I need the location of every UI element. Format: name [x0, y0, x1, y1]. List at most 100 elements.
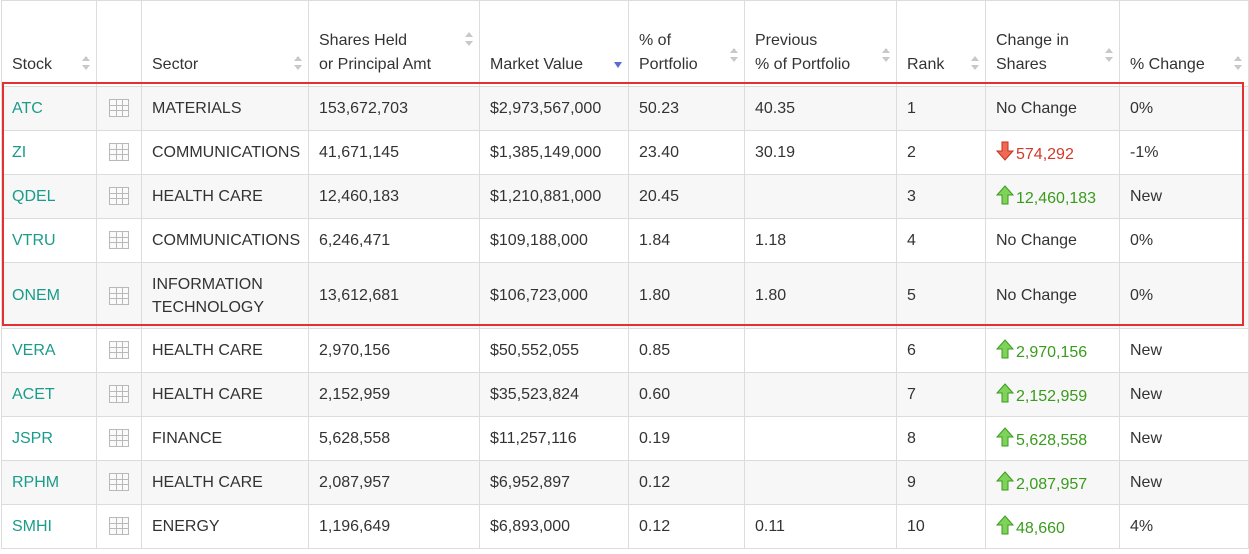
cell-rank: 4: [896, 218, 986, 263]
grid-chart-icon[interactable]: [109, 286, 129, 305]
cell-prev-pct: 40.35: [744, 86, 897, 131]
ticker-link[interactable]: ONEM: [12, 287, 60, 304]
cell-stock: SMHI: [1, 504, 97, 549]
grid-chart-icon[interactable]: [109, 99, 129, 118]
col-header-pct-change-label: % Change: [1130, 56, 1205, 73]
cell-pct-portfolio: 1.84: [628, 218, 745, 263]
cell-chart: [96, 218, 142, 263]
cell-rank: 10: [896, 504, 986, 549]
table-row[interactable]: ZI COMMUNICATIONS 41,671,145 $1,385,149,000…: [1, 130, 1249, 175]
cell-pct-portfolio: 0.85: [628, 328, 745, 373]
cell-sector: COMMUNICATIONS: [141, 130, 309, 175]
col-header-market-value[interactable]: Market Value: [479, 0, 629, 87]
cell-market-value: $35,523,824: [479, 372, 629, 417]
cell-prev-pct: 30.19: [744, 130, 897, 175]
grid-chart-icon[interactable]: [109, 231, 129, 250]
table-row[interactable]: QDEL HEALTH CARE 12,460,183 $1,210,881,000 2…: [1, 174, 1249, 219]
ticker-link[interactable]: RPHM: [12, 473, 60, 491]
change-value: 574,292: [1016, 146, 1074, 163]
cell-chart: [96, 460, 142, 505]
grid-chart-icon[interactable]: [109, 187, 129, 206]
ticker-link[interactable]: QDEL: [12, 187, 56, 205]
cell-pct-change: New: [1119, 416, 1249, 461]
cell-pct-portfolio: 20.45: [628, 174, 745, 219]
ticker-link[interactable]: VERA: [12, 341, 56, 359]
col-header-stock[interactable]: Stock: [1, 0, 97, 87]
cell-change-shares: 5,628,558: [985, 416, 1120, 461]
cell-chart: [96, 504, 142, 549]
cell-sector: HEALTH CARE: [141, 328, 309, 373]
cell-shares: 41,671,145: [308, 130, 480, 175]
col-header-prev-label-2: % of Portfolio: [755, 56, 851, 73]
grid-chart-icon[interactable]: [109, 143, 129, 162]
cell-prev-pct: [744, 460, 897, 505]
sort-icon[interactable]: [1105, 48, 1113, 62]
table-row[interactable]: JSPR FINANCE 5,628,558 $11,257,116 0.19 8 5,62…: [1, 416, 1249, 461]
sort-icon[interactable]: [82, 56, 90, 70]
ticker-link[interactable]: ZI: [12, 143, 27, 161]
col-header-sector[interactable]: Sector: [141, 0, 309, 87]
cell-rank: 6: [896, 328, 986, 373]
cell-shares: 13,612,681: [308, 262, 480, 329]
table-row[interactable]: ATC MATERIALS 153,672,703 $2,973,567,000 50.…: [1, 86, 1249, 131]
cell-stock: JSPR: [1, 416, 97, 461]
cell-sector: COMMUNICATIONS: [141, 218, 309, 263]
cell-pct-change: New: [1119, 328, 1249, 373]
col-header-prev-pct[interactable]: Previous % of Portfolio: [744, 0, 897, 87]
cell-rank: 8: [896, 416, 986, 461]
grid-chart-icon[interactable]: [109, 517, 129, 536]
ticker-link[interactable]: VTRU: [12, 231, 56, 249]
cell-stock: QDEL: [1, 174, 97, 219]
col-header-pct-change[interactable]: % Change: [1119, 0, 1249, 87]
col-header-change-shares[interactable]: Change in Shares: [985, 0, 1120, 87]
table-row[interactable]: ACET HEALTH CARE 2,152,959 $35,523,824 0.60 7…: [1, 372, 1249, 417]
cell-shares: 6,246,471: [308, 218, 480, 263]
sort-icon[interactable]: [730, 48, 738, 62]
ticker-link[interactable]: JSPR: [12, 429, 53, 447]
cell-stock: ZI: [1, 130, 97, 175]
cell-shares: 2,970,156: [308, 328, 480, 373]
col-header-pct-label-1: % of: [639, 32, 672, 49]
grid-chart-icon[interactable]: [109, 341, 129, 360]
table-row[interactable]: RPHM HEALTH CARE 2,087,957 $6,952,897 0.12 9 2…: [1, 460, 1249, 505]
cell-chart: [96, 416, 142, 461]
ticker-link[interactable]: ACET: [12, 385, 55, 403]
col-header-shares-label-2: or Principal Amt: [319, 56, 432, 73]
cell-shares: 2,087,957: [308, 460, 480, 505]
table-row[interactable]: ONEM INFORMATION TECHNOLOGY 13,612,681 $106,…: [1, 262, 1249, 329]
ticker-link[interactable]: ATC: [12, 99, 43, 117]
ticker-link[interactable]: SMHI: [12, 517, 52, 535]
table-row[interactable]: SMHI ENERGY 1,196,649 $6,893,000 0.12 0.11 10 4…: [1, 504, 1249, 549]
cell-change-shares: 2,152,959: [985, 372, 1120, 417]
arrow-down-icon: [996, 141, 1016, 163]
cell-stock: RPHM: [1, 460, 97, 505]
sort-icon[interactable]: [882, 48, 890, 62]
cell-change-shares: No Change: [985, 218, 1120, 263]
cell-chart: [96, 262, 142, 329]
sort-desc-icon[interactable]: [614, 56, 622, 70]
sort-icon[interactable]: [1234, 56, 1242, 70]
cell-pct-portfolio: 0.12: [628, 504, 745, 549]
cell-sector: MATERIALS: [141, 86, 309, 131]
cell-sector: HEALTH CARE: [141, 174, 309, 219]
grid-chart-icon[interactable]: [109, 473, 129, 492]
table-row[interactable]: VTRU COMMUNICATIONS 6,246,471 $109,188,000 1…: [1, 218, 1249, 263]
cell-chart: [96, 130, 142, 175]
sort-icon[interactable]: [294, 56, 302, 70]
sort-icon[interactable]: [465, 32, 473, 46]
table-row[interactable]: VERA HEALTH CARE 2,970,156 $50,552,055 0.85 6…: [1, 328, 1249, 373]
sort-icon[interactable]: [971, 56, 979, 70]
col-header-pct-label-2: Portfolio: [639, 56, 698, 73]
cell-market-value: $1,385,149,000: [479, 130, 629, 175]
grid-chart-icon[interactable]: [109, 429, 129, 448]
cell-chart: [96, 328, 142, 373]
col-header-rank[interactable]: Rank: [896, 0, 986, 87]
grid-chart-icon[interactable]: [109, 385, 129, 404]
col-header-pct-portfolio[interactable]: % of Portfolio: [628, 0, 745, 87]
col-header-shares[interactable]: Shares Held or Principal Amt: [308, 0, 480, 87]
cell-market-value: $6,893,000: [479, 504, 629, 549]
col-header-market-value-label: Market Value: [490, 56, 584, 73]
cell-rank: 1: [896, 86, 986, 131]
arrow-up-icon: [996, 427, 1016, 449]
